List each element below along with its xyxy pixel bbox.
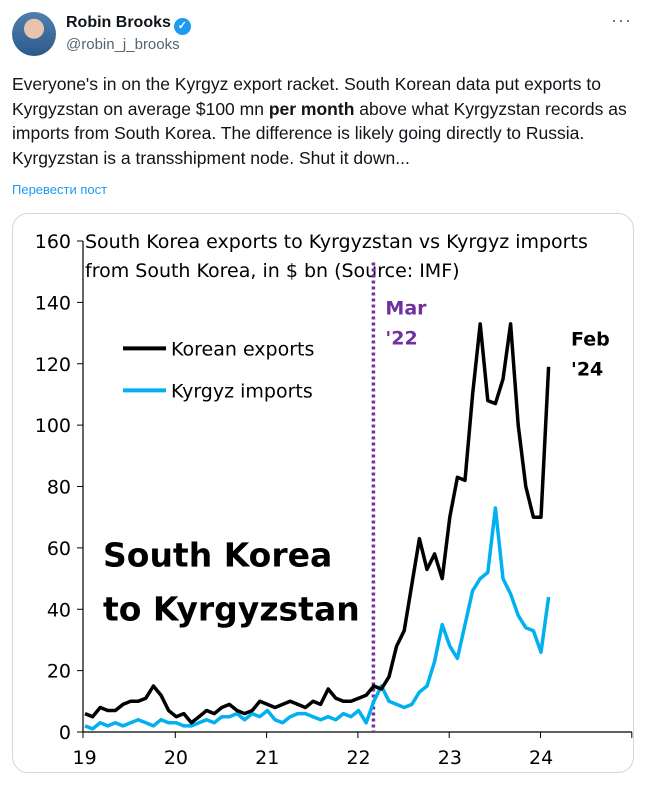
y-tick-label: 100: [35, 415, 71, 437]
marker-label: Mar: [385, 298, 427, 320]
series-line-kyrgyz-imports: [84, 506, 551, 731]
author-handle[interactable]: @robin_j_brooks: [66, 36, 180, 53]
tweet-text: Everyone's in on the Kyrgyz export racke…: [12, 74, 627, 168]
x-tick-label: 20: [164, 747, 188, 769]
x-tick-label: 19: [73, 747, 97, 769]
translate-link[interactable]: Перевести пост: [12, 182, 108, 197]
annotation: to Kyrgyzstan: [103, 589, 360, 628]
legend-label: Kyrgyz imports: [171, 380, 313, 402]
series-line-korean-exports: [84, 322, 551, 725]
y-tick-label: 60: [47, 538, 71, 560]
y-tick-label: 40: [47, 599, 71, 621]
x-tick-label: 24: [529, 747, 553, 769]
avatar[interactable]: [12, 12, 56, 56]
legend-label: Korean exports: [171, 338, 314, 360]
verified-badge-icon: ✓: [173, 18, 191, 35]
y-tick-label: 120: [35, 354, 71, 376]
x-tick-label: 21: [255, 747, 279, 769]
end-label: Feb: [571, 328, 610, 350]
marker-label: '22: [385, 328, 417, 350]
x-tick-label: 22: [346, 747, 370, 769]
y-tick-label: 20: [47, 661, 71, 683]
annotation: South Korea: [103, 535, 332, 574]
y-tick-label: 80: [47, 477, 71, 499]
chart-title: from South Korea, in $ bn (Source: IMF): [85, 260, 460, 282]
y-tick-label: 160: [35, 231, 71, 253]
chart-title: South Korea exports to Kyrgyzstan vs Kyr…: [85, 231, 588, 253]
y-tick-label: 0: [59, 722, 71, 744]
more-options-icon[interactable]: ···: [611, 10, 632, 30]
chart: 0 20 40 60 80 100 120 140 160 19 20 21 22 23 24 South K…: [35, 231, 633, 769]
end-label: '24: [571, 358, 603, 380]
author-name[interactable]: Robin Brooks ✓: [66, 14, 191, 35]
y-tick-label: 140: [35, 292, 71, 314]
x-tick-label: 23: [438, 747, 462, 769]
chart-image[interactable]: 0 20 40 60 80 100 120 140 160 19 20 21 22 23 24 South K…: [12, 213, 634, 773]
